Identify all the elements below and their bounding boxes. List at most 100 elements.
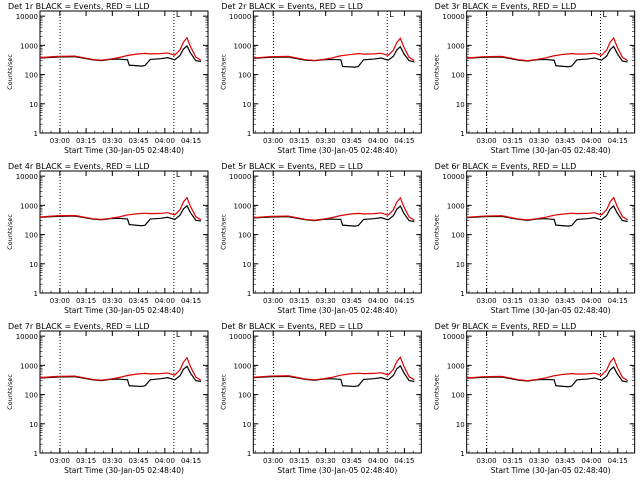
legend-marker: L xyxy=(603,330,608,339)
y-tick-label: 10 xyxy=(29,421,38,429)
plot-frame xyxy=(466,170,636,294)
x-tick-label: 03:15 xyxy=(503,457,523,465)
lld-series-line xyxy=(253,356,415,381)
x-tick-label: 04:00 xyxy=(581,297,601,305)
y-tick-label: 1 xyxy=(247,290,251,298)
panel-title: Det 5r BLACK = Events, RED = LLD xyxy=(221,162,363,171)
panel-det-9: Det 9r BLACK = Events, RED = LLD 1 10 100 10… xyxy=(433,322,636,475)
x-tick-label: 03:45 xyxy=(128,457,148,465)
y-tick-label: 10000 xyxy=(229,173,251,181)
y-tick-label: 1 xyxy=(34,130,38,138)
legend-marker: L xyxy=(603,170,608,179)
y-tick-label: 100 xyxy=(451,72,464,80)
y-tick-label: 1000 xyxy=(234,42,252,50)
x-axis-label: Start Time (30-Jan-05 02:48:40) xyxy=(277,146,397,155)
y-tick-label: 10 xyxy=(29,261,38,269)
x-tick-label: 04:00 xyxy=(155,457,175,465)
panel-det-4: Det 4r BLACK = Events, RED = LLD 1 10 100 10… xyxy=(6,162,209,315)
y-tick-label: 10000 xyxy=(442,173,464,181)
panel-title: Det 7r BLACK = Events, RED = LLD xyxy=(8,322,150,331)
x-tick-label: 04:00 xyxy=(155,297,175,305)
x-tick-label: 03:15 xyxy=(289,457,309,465)
y-axis-label: Counts/sec xyxy=(219,54,227,90)
x-tick-label: 03:15 xyxy=(76,297,96,305)
y-tick-label: 100 xyxy=(25,232,38,240)
x-tick-label: 03:30 xyxy=(102,297,122,305)
plot-frame xyxy=(39,170,209,294)
lld-series-line xyxy=(39,36,202,61)
y-tick-label: 1000 xyxy=(447,42,465,50)
y-tick-label: 10000 xyxy=(229,333,251,341)
y-tick-label: 10000 xyxy=(16,173,38,181)
x-tick-label: 03:45 xyxy=(555,297,575,305)
x-axis-label: Start Time (30-Jan-05 02:48:40) xyxy=(277,306,397,315)
x-tick-label: 04:00 xyxy=(368,457,388,465)
y-axis-label: Counts/sec xyxy=(433,54,441,90)
x-tick-label: 03:30 xyxy=(102,137,122,145)
panel-title: Det 3r BLACK = Events, RED = LLD xyxy=(435,2,577,11)
x-tick-label: 03:15 xyxy=(289,137,309,145)
y-tick-label: 100 xyxy=(451,232,464,240)
y-tick-label: 1 xyxy=(460,290,464,298)
lld-series-line xyxy=(39,356,202,381)
y-tick-label: 1 xyxy=(460,450,464,458)
y-tick-label: 1 xyxy=(460,130,464,138)
panel-title: Det 8r BLACK = Events, RED = LLD xyxy=(221,322,363,331)
y-tick-label: 10 xyxy=(456,421,465,429)
panel-det-8: Det 8r BLACK = Events, RED = LLD 1 10 100 10… xyxy=(219,322,422,475)
y-tick-label: 100 xyxy=(238,392,251,400)
x-tick-label: 04:00 xyxy=(368,297,388,305)
panel-det-3: Det 3r BLACK = Events, RED = LLD 1 10 100 10… xyxy=(433,2,636,155)
y-tick-label: 1 xyxy=(247,450,251,458)
panel-title: Det 9r BLACK = Events, RED = LLD xyxy=(435,322,577,331)
panel-det-1: Det 1r BLACK = Events, RED = LLD 1 10 100 10… xyxy=(6,2,209,155)
x-tick-label: 03:00 xyxy=(263,457,283,465)
plot-frame xyxy=(466,330,636,454)
y-tick-label: 10 xyxy=(456,261,465,269)
x-tick-label: 04:00 xyxy=(368,137,388,145)
x-tick-label: 04:15 xyxy=(394,137,414,145)
panel-title: Det 2r BLACK = Events, RED = LLD xyxy=(221,2,363,11)
y-tick-label: 10000 xyxy=(16,13,38,21)
panel-det-7: Det 7r BLACK = Events, RED = LLD 1 10 100 10… xyxy=(6,322,209,475)
panel-title: Det 1r BLACK = Events, RED = LLD xyxy=(8,2,150,11)
x-tick-label: 04:15 xyxy=(608,297,628,305)
y-tick-label: 100 xyxy=(25,392,38,400)
plot-frame xyxy=(466,10,636,134)
panel-det-6: Det 6r BLACK = Events, RED = LLD 1 10 100 10… xyxy=(433,162,636,315)
legend-marker: L xyxy=(389,10,394,19)
y-tick-label: 100 xyxy=(238,72,251,80)
legend-marker: L xyxy=(389,330,394,339)
legend-marker: L xyxy=(176,10,181,19)
x-tick-label: 04:15 xyxy=(394,297,414,305)
lld-series-line xyxy=(466,356,628,382)
x-tick-label: 03:30 xyxy=(529,297,549,305)
x-tick-label: 03:15 xyxy=(76,457,96,465)
x-tick-label: 03:30 xyxy=(529,137,549,145)
y-axis-label: Counts/sec xyxy=(6,54,14,90)
x-tick-label: 03:00 xyxy=(50,457,70,465)
y-tick-label: 10 xyxy=(242,261,251,269)
x-tick-label: 03:30 xyxy=(316,457,336,465)
y-tick-label: 10 xyxy=(29,101,38,109)
x-tick-label: 03:45 xyxy=(342,137,362,145)
x-tick-label: 03:00 xyxy=(476,457,496,465)
x-tick-label: 03:30 xyxy=(316,137,336,145)
y-tick-label: 1000 xyxy=(234,202,252,210)
y-tick-label: 1 xyxy=(34,450,38,458)
y-tick-label: 1000 xyxy=(447,202,465,210)
x-tick-label: 04:15 xyxy=(608,137,628,145)
x-tick-label: 03:45 xyxy=(342,457,362,465)
x-tick-label: 03:00 xyxy=(50,137,70,145)
lld-series-line xyxy=(39,196,202,221)
y-axis-label: Counts/sec xyxy=(6,214,14,250)
y-tick-label: 100 xyxy=(238,232,251,240)
x-tick-label: 03:30 xyxy=(102,457,122,465)
x-tick-label: 04:15 xyxy=(181,297,201,305)
x-tick-label: 04:00 xyxy=(581,457,601,465)
y-tick-label: 1000 xyxy=(447,362,465,370)
x-tick-label: 03:00 xyxy=(476,137,496,145)
x-axis-label: Start Time (30-Jan-05 02:48:40) xyxy=(277,466,397,475)
x-axis-label: Start Time (30-Jan-05 02:48:40) xyxy=(64,306,184,315)
